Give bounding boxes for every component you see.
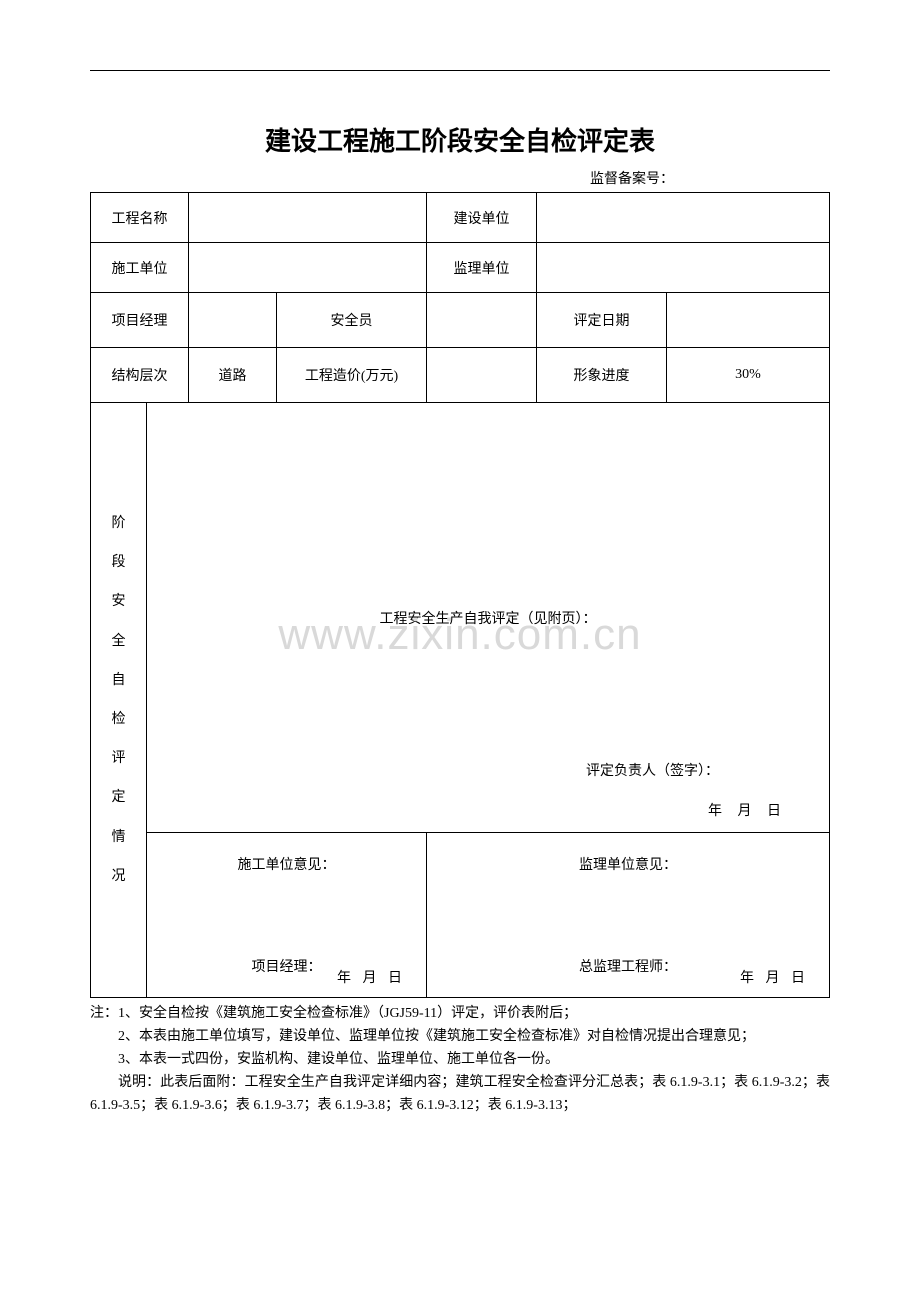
value-project-manager — [189, 293, 277, 348]
value-progress: 30% — [667, 348, 830, 403]
value-eval-date — [667, 293, 830, 348]
label-project-manager: 项目经理 — [91, 293, 189, 348]
value-construct-unit — [189, 243, 427, 293]
construct-date-ymd: 年 月 日 — [337, 967, 406, 987]
note-1: 注：1、安全自检按《建筑施工安全检查标准》（JGJ59-11）评定，评价表附后； — [90, 1002, 830, 1025]
footer-notes: 注：1、安全自检按《建筑施工安全检查标准》（JGJ59-11）评定，评价表附后；… — [90, 1002, 830, 1117]
label-construct-unit: 施工单位 — [91, 243, 189, 293]
page-title: 建设工程施工阶段安全自检评定表 — [90, 121, 830, 158]
label-build-unit: 建设单位 — [427, 193, 537, 243]
note-4: 说明：此表后面附：工程安全生产自我评定详细内容；建筑工程安全检查评分汇总表；表 … — [90, 1071, 830, 1117]
value-structure-level: 道路 — [189, 348, 277, 403]
supervise-opinion-cell: 监理单位意见： 总监理工程师： 年 月 日 — [427, 833, 830, 998]
eval-date-ymd: 年 月 日 — [708, 800, 787, 820]
construct-opinion-cell: 施工单位意见： 项目经理： 年 月 日 — [147, 833, 427, 998]
label-progress: 形象进度 — [537, 348, 667, 403]
self-eval-cell: 工程安全生产自我评定（见附页）： 评定负责人（签字）： 年 月 日 — [147, 403, 830, 833]
construct-opinion-label: 施工单位意见： — [238, 858, 336, 873]
label-structure-level: 结构层次 — [91, 348, 189, 403]
form-table: 工程名称 建设单位 施工单位 监理单位 项目经理 安全员 评定日期 结构层次 道… — [90, 192, 830, 998]
value-safety-officer — [427, 293, 537, 348]
note-3: 3、本表一式四份，安监机构、建设单位、监理单位、施工单位各一份。 — [90, 1048, 830, 1071]
value-project-name — [189, 193, 427, 243]
label-cost: 工程造价(万元) — [277, 348, 427, 403]
supervision-record-no: 监督备案号： — [590, 168, 830, 188]
value-cost — [427, 348, 537, 403]
label-supervision-unit: 监理单位 — [427, 243, 537, 293]
top-rule — [90, 70, 830, 71]
value-build-unit — [537, 193, 830, 243]
eval-header-text: 工程安全生产自我评定（见附页）： — [380, 612, 597, 627]
label-safety-officer: 安全员 — [277, 293, 427, 348]
note-2: 2、本表由施工单位填写，建设单位、监理单位按《建筑施工安全检查标准》对自检情况提… — [90, 1025, 830, 1048]
label-project-name: 工程名称 — [91, 193, 189, 243]
label-eval-date: 评定日期 — [537, 293, 667, 348]
supervise-opinion-label: 监理单位意见： — [579, 858, 677, 873]
vertical-section-label: 阶段安全自检评定情况 — [91, 403, 147, 998]
value-supervision-unit — [537, 243, 830, 293]
supervise-date-ymd: 年 月 日 — [740, 967, 809, 987]
eval-signature-label: 评定负责人（签字）： — [586, 760, 719, 780]
